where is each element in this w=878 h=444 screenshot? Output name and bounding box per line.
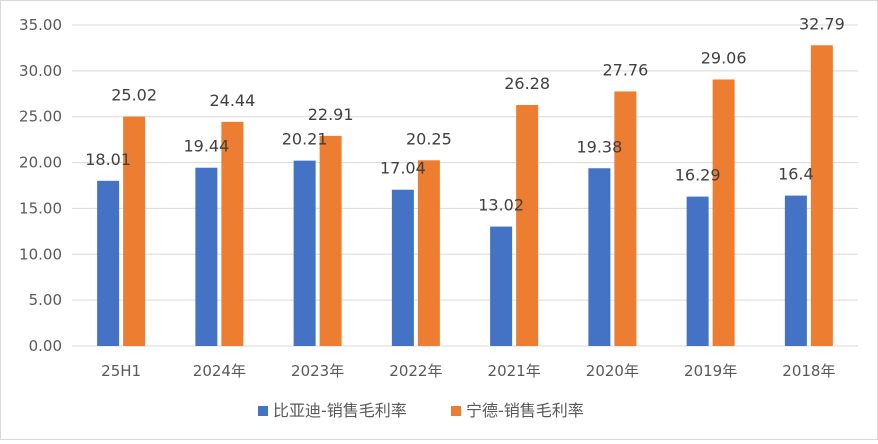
bar-s0-2 xyxy=(293,160,316,346)
bar-s0-3 xyxy=(391,189,414,346)
y-tick-label-0: 0.00 xyxy=(29,337,62,355)
legend-item-series-0[interactable]: 比亚迪-销售毛利率 xyxy=(258,401,407,420)
data-label-s1-2: 22.91 xyxy=(308,105,354,124)
y-tick-label-6: 30.00 xyxy=(19,62,62,80)
y-tick-label-4: 20.00 xyxy=(19,154,62,172)
bar-s1-3 xyxy=(417,160,440,346)
data-label-s0-3: 17.04 xyxy=(380,159,426,178)
bar-s0-7 xyxy=(784,195,807,346)
y-tick-label-2: 10.00 xyxy=(19,245,62,263)
x-tick-label-2: 2023年 xyxy=(291,362,344,380)
x-tick-label-0: 25H1 xyxy=(101,362,141,380)
data-label-s1-6: 29.06 xyxy=(701,48,747,67)
bar-s0-5 xyxy=(588,168,611,346)
data-label-s1-7: 32.79 xyxy=(799,14,845,33)
data-label-s0-1: 19.44 xyxy=(183,137,229,156)
legend-label-0: 比亚迪-销售毛利率 xyxy=(273,401,407,420)
bar-s1-5 xyxy=(614,91,637,346)
legend-item-series-1[interactable]: 宁德-销售毛利率 xyxy=(451,401,584,420)
data-label-s1-3: 20.25 xyxy=(406,129,452,148)
x-tick-label-7: 2018年 xyxy=(782,362,835,380)
bar-s0-6 xyxy=(686,196,709,346)
y-tick-label-1: 5.00 xyxy=(29,291,62,309)
data-label-s0-5: 19.38 xyxy=(576,137,622,156)
bar-s1-0 xyxy=(123,116,146,347)
data-label-s0-7: 16.4 xyxy=(778,165,814,184)
data-label-s1-4: 26.28 xyxy=(504,74,550,93)
data-label-s1-0: 25.02 xyxy=(111,86,157,105)
bar-s1-7 xyxy=(810,45,833,346)
data-label-s0-0: 18.01 xyxy=(85,150,131,169)
data-labels: 18.01 25.02 19.44 24.44 20.21 22.91 17.04 20.25… xyxy=(85,14,845,214)
data-label-s1-5: 27.76 xyxy=(602,60,648,79)
y-tick-label-5: 25.00 xyxy=(19,108,62,126)
x-tick-label-3: 2022年 xyxy=(389,362,442,380)
x-tick-label-1: 2024年 xyxy=(193,362,246,380)
legend: 比亚迪-销售毛利率 宁德-销售毛利率 xyxy=(258,401,584,420)
data-label-s1-1: 24.44 xyxy=(209,91,255,110)
bar-s0-4 xyxy=(490,226,513,346)
bar-s1-6 xyxy=(712,79,735,347)
x-axis-ticks: 25H1 2024年 2023年 2022年 2021年 2020年 2019年 2018年 xyxy=(101,362,835,380)
gridlines xyxy=(72,24,858,347)
legend-label-1: 宁德-销售毛利率 xyxy=(466,401,584,420)
y-tick-label-3: 15.00 xyxy=(19,199,62,217)
data-label-s0-2: 20.21 xyxy=(282,130,328,149)
bars xyxy=(97,45,833,347)
y-axis-ticks: 0.00 5.00 10.00 15.00 20.00 25.00 30.00 35.00 xyxy=(19,16,62,355)
y-tick-label-7: 35.00 xyxy=(19,16,62,34)
bar-s0-1 xyxy=(195,167,218,346)
legend-swatch-1 xyxy=(451,406,461,416)
data-label-s0-6: 16.29 xyxy=(675,166,721,185)
x-tick-label-5: 2020年 xyxy=(586,362,639,380)
bar-s0-0 xyxy=(97,180,120,346)
x-tick-label-6: 2019年 xyxy=(684,362,737,380)
bar-s1-1 xyxy=(221,121,244,347)
bar-s1-4 xyxy=(516,104,539,346)
x-tick-label-4: 2021年 xyxy=(488,362,541,380)
bar-s1-2 xyxy=(319,135,342,346)
legend-swatch-0 xyxy=(258,406,268,416)
data-label-s0-4: 13.02 xyxy=(478,196,524,215)
